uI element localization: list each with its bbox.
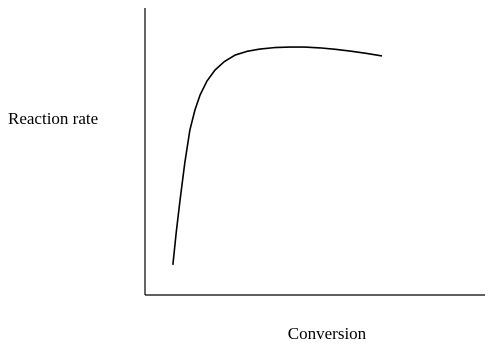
- y-axis-label: Reaction rate: [8, 109, 98, 128]
- x-axis-label: Conversion: [288, 324, 367, 343]
- data-line: [172, 46, 383, 265]
